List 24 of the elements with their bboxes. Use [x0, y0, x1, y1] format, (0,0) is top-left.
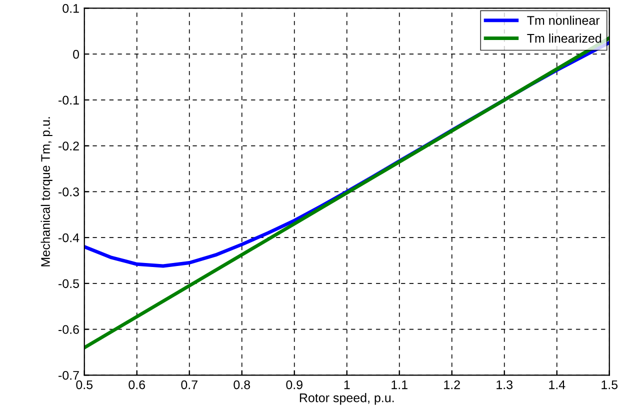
- x-tick-label: 1.4: [549, 380, 566, 390]
- x-tick-label: 0.7: [181, 380, 198, 390]
- y-tick-label: 0: [73, 50, 80, 59]
- y-axis-title: Mechanical torque Tm, p.u.: [40, 117, 52, 266]
- legend-label: Tm nonlinear: [527, 16, 600, 25]
- x-tick-label: 0.8: [234, 380, 250, 390]
- y-tick-label: -0.1: [58, 96, 79, 105]
- y-tick-label: 0.1: [62, 4, 79, 13]
- y-tick-label: -0.6: [58, 325, 79, 334]
- x-tick-label: 1.2: [444, 380, 460, 390]
- x-axis-title: Rotor speed, p.u.: [300, 393, 394, 405]
- x-tick-label: 1.5: [602, 380, 618, 390]
- y-tick-label: -0.4: [58, 233, 80, 242]
- x-tick-label: 0.5: [76, 380, 93, 390]
- x-tick-label: 0.6: [128, 380, 146, 390]
- x-tick-label: 1.3: [496, 380, 513, 390]
- y-tick-label: -0.2: [58, 142, 79, 150]
- legend-label: Tm linearized: [527, 34, 602, 43]
- y-tick-label: -0.5: [58, 279, 79, 288]
- x-tick-label: 1: [344, 380, 350, 390]
- x-tick-label: 1.1: [392, 380, 408, 390]
- y-tick-label: -0.3: [58, 187, 79, 196]
- y-tick-label: -0.7: [58, 370, 79, 380]
- x-tick-label: 0.9: [286, 380, 302, 390]
